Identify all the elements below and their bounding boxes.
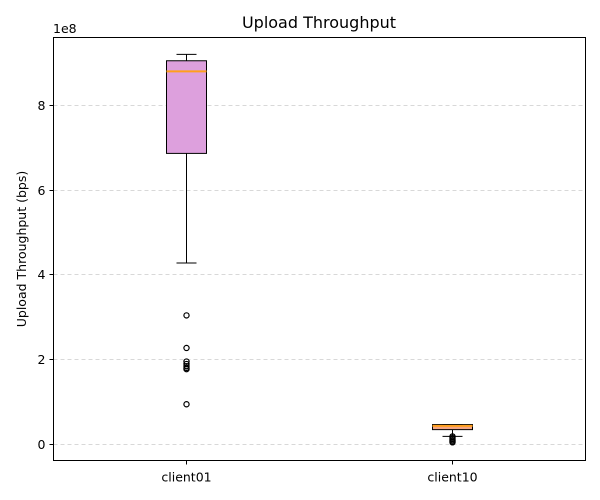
- y-axis-label: Upload Throughput (bps): [14, 171, 29, 328]
- plot-frame: [53, 37, 586, 461]
- x-tick-label: client01: [161, 470, 211, 485]
- iqr-box: [166, 60, 207, 154]
- grid-lines: [53, 105, 586, 445]
- y-tick-label: 0: [38, 437, 46, 452]
- box-client01: [166, 53, 207, 408]
- outlier-point: [449, 439, 456, 446]
- x-axis-ticks: client01 client10: [161, 460, 478, 485]
- y-axis-ticks: 0 2 4 6 8: [38, 98, 54, 452]
- y-tick-label: 4: [38, 267, 46, 282]
- outlier-point: [183, 401, 190, 408]
- y-offset-label: 1e8: [53, 21, 77, 36]
- outlier-point: [183, 312, 190, 319]
- y-tick-label: 2: [38, 352, 46, 367]
- y-tick-label: 8: [38, 98, 46, 113]
- box-client10: [432, 424, 473, 446]
- outlier-point: [183, 344, 190, 352]
- x-tick-label: client10: [427, 470, 477, 485]
- boxes: [166, 53, 473, 446]
- y-tick-label: 6: [38, 183, 46, 198]
- chart-title: Upload Throughput: [242, 13, 396, 32]
- iqr-box: [432, 424, 473, 431]
- outlier-point: [183, 365, 190, 373]
